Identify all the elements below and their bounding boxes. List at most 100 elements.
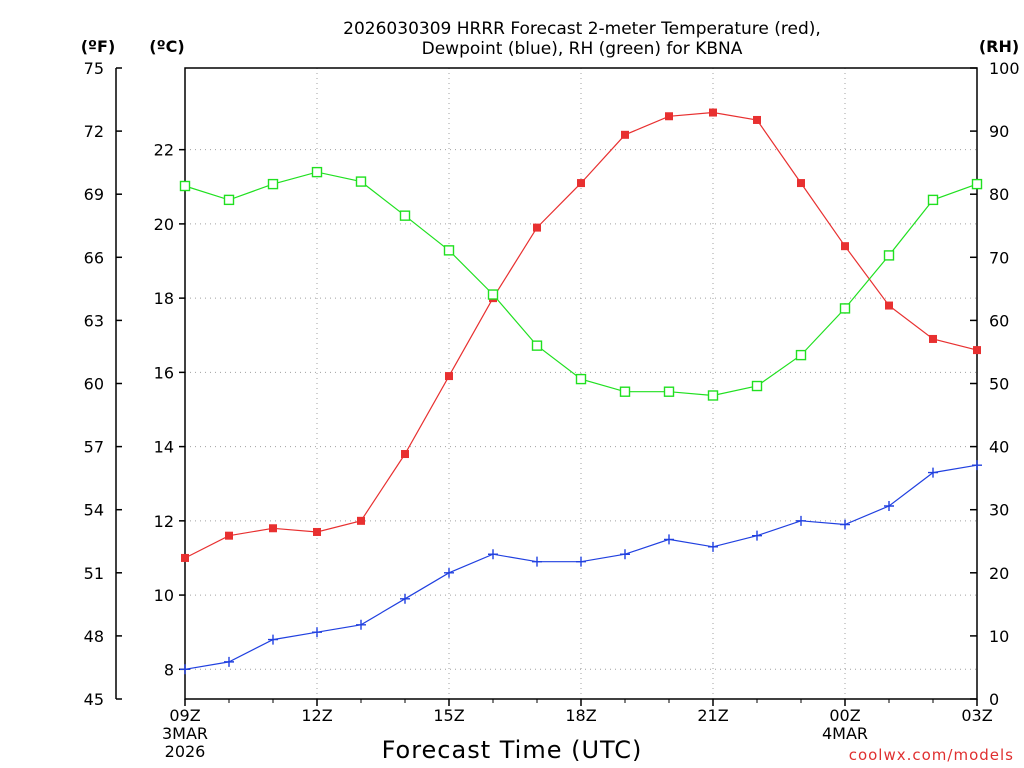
x-tick-label: 21Z <box>697 706 728 725</box>
x-tick-label: 12Z <box>301 706 332 725</box>
rh-unit-label: (RH) <box>979 37 1019 56</box>
dewpoint-point <box>444 567 454 578</box>
x-tick-label: 09Z <box>169 706 200 725</box>
temperature-point <box>929 334 937 343</box>
rh-point <box>311 166 323 178</box>
dewpoint-point <box>840 519 850 530</box>
rh-point <box>267 178 279 190</box>
dewpoint-point <box>620 549 630 560</box>
rh-point <box>839 303 851 314</box>
chart-title: 2026030309 HRRR Forecast 2-meter Tempera… <box>343 19 821 39</box>
celsius-tick-label: 12 <box>154 512 174 531</box>
grid-lines <box>185 68 977 699</box>
fahrenheit-tick-label: 45 <box>84 690 104 709</box>
rh-point <box>443 245 455 256</box>
rh-point <box>355 176 367 187</box>
celsius-tick-label: 22 <box>154 141 174 160</box>
rh-point <box>179 180 191 192</box>
dewpoint-point <box>752 530 762 541</box>
dewpoint-point <box>532 556 542 567</box>
rh-point <box>223 194 235 206</box>
x-tick-year: 2026 <box>165 742 206 761</box>
x-tick-label: 00Z <box>829 706 860 725</box>
x-tick-date: 3MAR <box>162 724 208 743</box>
rh-tick-label: 60 <box>989 311 1009 330</box>
fahrenheit-tick-label: 63 <box>84 311 104 330</box>
axes <box>115 67 978 706</box>
rh-tick-label: 40 <box>989 438 1009 457</box>
dewpoint-point <box>488 549 498 560</box>
chart-subtitle: Dewpoint (blue), RH (green) for KBNA <box>422 39 743 59</box>
credit-text: coolwx.com/models <box>849 746 1014 764</box>
rh-point <box>795 349 807 361</box>
fahrenheit-tick-label: 75 <box>84 59 104 78</box>
temperature-point <box>973 346 981 355</box>
celsius-tick-label: 20 <box>154 215 174 234</box>
fahrenheit-tick-label: 51 <box>84 564 104 583</box>
dewpoint-point <box>268 634 278 645</box>
rh-point <box>575 373 587 385</box>
celsius-tick-label: 14 <box>154 438 174 457</box>
rh-point <box>531 340 543 351</box>
temperature-point <box>533 223 541 232</box>
temperature-point <box>445 372 453 381</box>
temperature-point <box>621 130 629 139</box>
rh-point <box>707 390 719 401</box>
celsius-unit-label: (ºC) <box>149 37 184 56</box>
dewpoint-point <box>796 515 806 526</box>
rh-point <box>927 194 939 206</box>
rh-tick-label: 80 <box>989 185 1009 204</box>
temperature-point <box>797 179 805 188</box>
dewpoint-point <box>180 664 190 675</box>
dewpoint-point <box>400 593 410 604</box>
rh-point <box>971 178 983 190</box>
rh-tick-label: 30 <box>989 501 1009 520</box>
dewpoint-point <box>312 627 322 638</box>
rh-tick-label: 20 <box>989 564 1009 583</box>
temperature-point <box>753 115 761 124</box>
rh-tick-label: 90 <box>989 122 1009 141</box>
fahrenheit-tick-label: 66 <box>84 248 104 267</box>
x-tick-label: 15Z <box>433 706 464 725</box>
celsius-tick-label: 16 <box>154 363 174 382</box>
temperature-point <box>885 301 893 310</box>
dewpoint-point <box>708 541 718 552</box>
celsius-tick-label: 18 <box>154 289 174 308</box>
rh-point <box>487 289 499 300</box>
temperature-point <box>665 112 673 121</box>
x-axis-label: Forecast Time (UTC) <box>382 736 643 764</box>
x-tick-label: 18Z <box>565 706 596 725</box>
temperature-point <box>313 527 321 536</box>
dewpoint-point <box>576 556 586 567</box>
dewpoint-point <box>928 467 938 478</box>
rh-tick-label: 100 <box>989 59 1020 78</box>
fahrenheit-tick-label: 54 <box>84 501 104 520</box>
dewpoint-point <box>356 619 366 630</box>
temperature-point <box>269 524 277 533</box>
fahrenheit-unit-label: (ºF) <box>81 37 116 56</box>
temperature-point <box>709 108 717 117</box>
rh-point <box>883 250 895 261</box>
fahrenheit-tick-label: 48 <box>84 627 104 646</box>
temperature-point <box>841 242 849 251</box>
temperature-point <box>181 553 189 562</box>
rh-tick-label: 50 <box>989 375 1009 394</box>
fahrenheit-tick-label: 72 <box>84 122 104 141</box>
dewpoint-point <box>224 656 234 667</box>
celsius-tick-label: 8 <box>164 660 174 679</box>
x-tick-label: 03Z <box>961 706 992 725</box>
temperature-point <box>401 450 409 459</box>
fahrenheit-tick-label: 69 <box>84 185 104 204</box>
series-lines <box>179 108 983 675</box>
dewpoint-point <box>884 500 894 511</box>
rh-tick-label: 10 <box>989 627 1009 646</box>
rh-point <box>751 380 763 392</box>
dewpoint-point <box>664 534 674 545</box>
fahrenheit-tick-label: 60 <box>84 375 104 394</box>
rh-point <box>399 210 411 221</box>
temperature-point <box>225 531 233 540</box>
rh-point <box>619 386 631 397</box>
rh-tick-label: 70 <box>989 248 1009 267</box>
